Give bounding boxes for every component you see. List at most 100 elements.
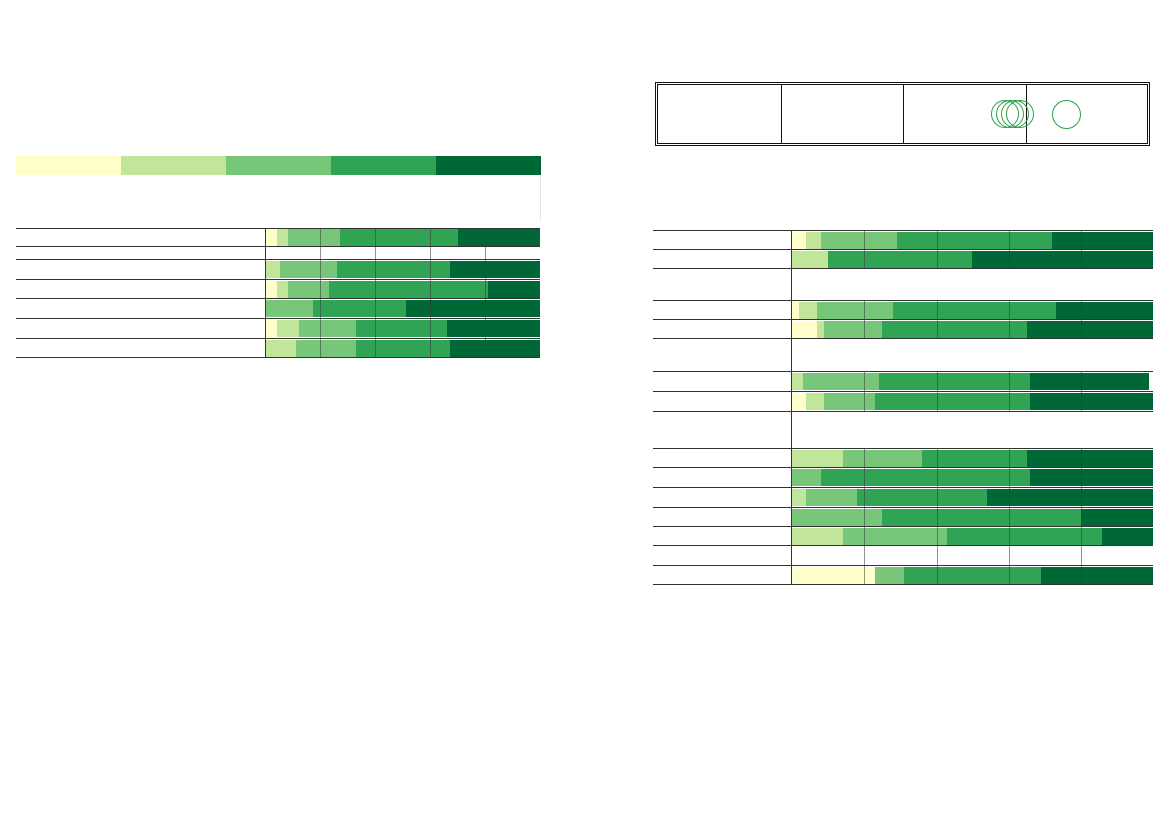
bar-segment-level-2: [276, 281, 288, 298]
bar-segment-level-1: [266, 281, 277, 298]
bar-segment-level-5: [1051, 232, 1153, 249]
bar-segment-level-2: [792, 489, 807, 506]
row-separator-line: [16, 338, 540, 339]
gridline: [864, 448, 865, 584]
gridline: [864, 230, 865, 268]
bar-segment-level-5: [1055, 302, 1153, 319]
bar-segment-level-2: [276, 229, 288, 246]
row-separator-line: [16, 357, 540, 358]
bar-segment-level-5: [1041, 567, 1153, 584]
bar-segment-level-2: [792, 450, 843, 467]
bar-segment-level-3: [298, 320, 357, 337]
bar-segment-level-3: [806, 489, 857, 506]
bar-segment-level-3: [824, 393, 876, 410]
row-separator-line: [653, 584, 1153, 585]
header-divider-2: [903, 85, 904, 143]
circle-icon: [1052, 100, 1081, 129]
bar-segment-level-4: [856, 489, 987, 506]
bar-segment-level-4: [312, 300, 406, 317]
stacked-bar: [792, 393, 1153, 410]
gridline: [1081, 300, 1082, 338]
legend-swatch-1: [16, 156, 121, 175]
legend-swatch-5: [436, 156, 541, 175]
bar-segment-level-3: [824, 321, 883, 338]
row-separator-line: [653, 526, 1153, 527]
gridline: [1081, 448, 1082, 584]
gridline: [937, 230, 938, 268]
stacked-bar: [792, 450, 1153, 467]
bar-segment-level-2: [799, 302, 818, 319]
stacked-bar: [792, 528, 1153, 545]
color-legend: [16, 156, 541, 175]
bar-segment-level-5: [449, 340, 540, 357]
bar-segment-level-4: [896, 232, 1052, 249]
bar-segment-level-5: [446, 320, 540, 337]
row-separator-line: [653, 507, 1153, 508]
bar-segment-level-4: [878, 373, 1031, 390]
bar-segment-level-2: [792, 373, 803, 390]
stacked-bar: [266, 229, 540, 246]
bar-segment-level-5: [972, 251, 1153, 268]
bar-segment-level-4: [903, 567, 1042, 584]
bar-segment-level-3: [875, 567, 904, 584]
gridline: [864, 371, 865, 411]
bar-segment-level-5: [1026, 450, 1153, 467]
legend-swatch-3: [226, 156, 331, 175]
stacked-bar: [792, 302, 1153, 319]
bar-segment-level-1: [266, 320, 277, 337]
bar-segment-level-3: [287, 281, 329, 298]
bar-segment-level-5: [405, 300, 540, 317]
gridline: [485, 228, 486, 357]
bar-segment-level-4: [882, 509, 1081, 526]
bar-segment-level-3: [296, 340, 357, 357]
row-separator-line: [653, 300, 1153, 301]
stacked-bar: [266, 320, 540, 337]
bar-segment-level-5: [1030, 393, 1153, 410]
bar-segment-level-3: [792, 469, 821, 486]
bar-segment-level-5: [1102, 528, 1153, 545]
bar-segment-level-3: [792, 509, 883, 526]
stacked-bar: [266, 300, 540, 317]
bar-segment-level-4: [921, 450, 1027, 467]
bar-segment-level-4: [329, 281, 488, 298]
bar-segment-level-1: [792, 321, 818, 338]
bar-segment-level-5: [1030, 373, 1150, 390]
row-separator-line: [653, 230, 1153, 231]
row-separator-line: [653, 338, 1153, 339]
stacked-bar: [792, 547, 1153, 564]
legend-swatch-4: [331, 156, 436, 175]
bar-segment-level-4: [356, 320, 447, 337]
label-column-divider: [265, 228, 266, 357]
bar-segment-level-2: [266, 261, 280, 278]
bar-segment-level-1: [792, 302, 800, 319]
row-separator-line: [653, 319, 1153, 320]
header-table: [655, 82, 1150, 146]
bar-segment-level-1: [792, 232, 807, 249]
stacked-bar: [792, 567, 1153, 584]
gridline: [1081, 230, 1082, 268]
bar-segment-level-3: [279, 261, 338, 278]
row-separator-line: [16, 279, 540, 280]
stacked-bar: [792, 489, 1153, 506]
stacked-bar: [266, 261, 540, 278]
bar-segment-level-5: [1030, 469, 1153, 486]
stacked-bar: [792, 321, 1153, 338]
stacked-bar: [792, 469, 1153, 486]
bar-segment-level-5: [1080, 509, 1153, 526]
stacked-bar: [266, 340, 540, 357]
bar-segment-level-4: [356, 340, 450, 357]
stacked-bar: [266, 281, 540, 298]
bar-segment-level-3: [842, 450, 922, 467]
bar-segment-level-3: [817, 302, 894, 319]
legend-edge-line: [540, 176, 541, 222]
bar-segment-level-3: [266, 300, 313, 317]
gridline: [375, 228, 376, 357]
bar-segment-level-4: [820, 469, 1031, 486]
bar-segment-level-4: [828, 251, 973, 268]
row-separator-line: [16, 228, 540, 229]
row-separator-line: [16, 298, 540, 299]
row-separator-line: [16, 259, 540, 260]
label-column-divider: [791, 230, 792, 584]
row-separator-line: [653, 565, 1153, 566]
header-divider-1: [781, 85, 782, 143]
